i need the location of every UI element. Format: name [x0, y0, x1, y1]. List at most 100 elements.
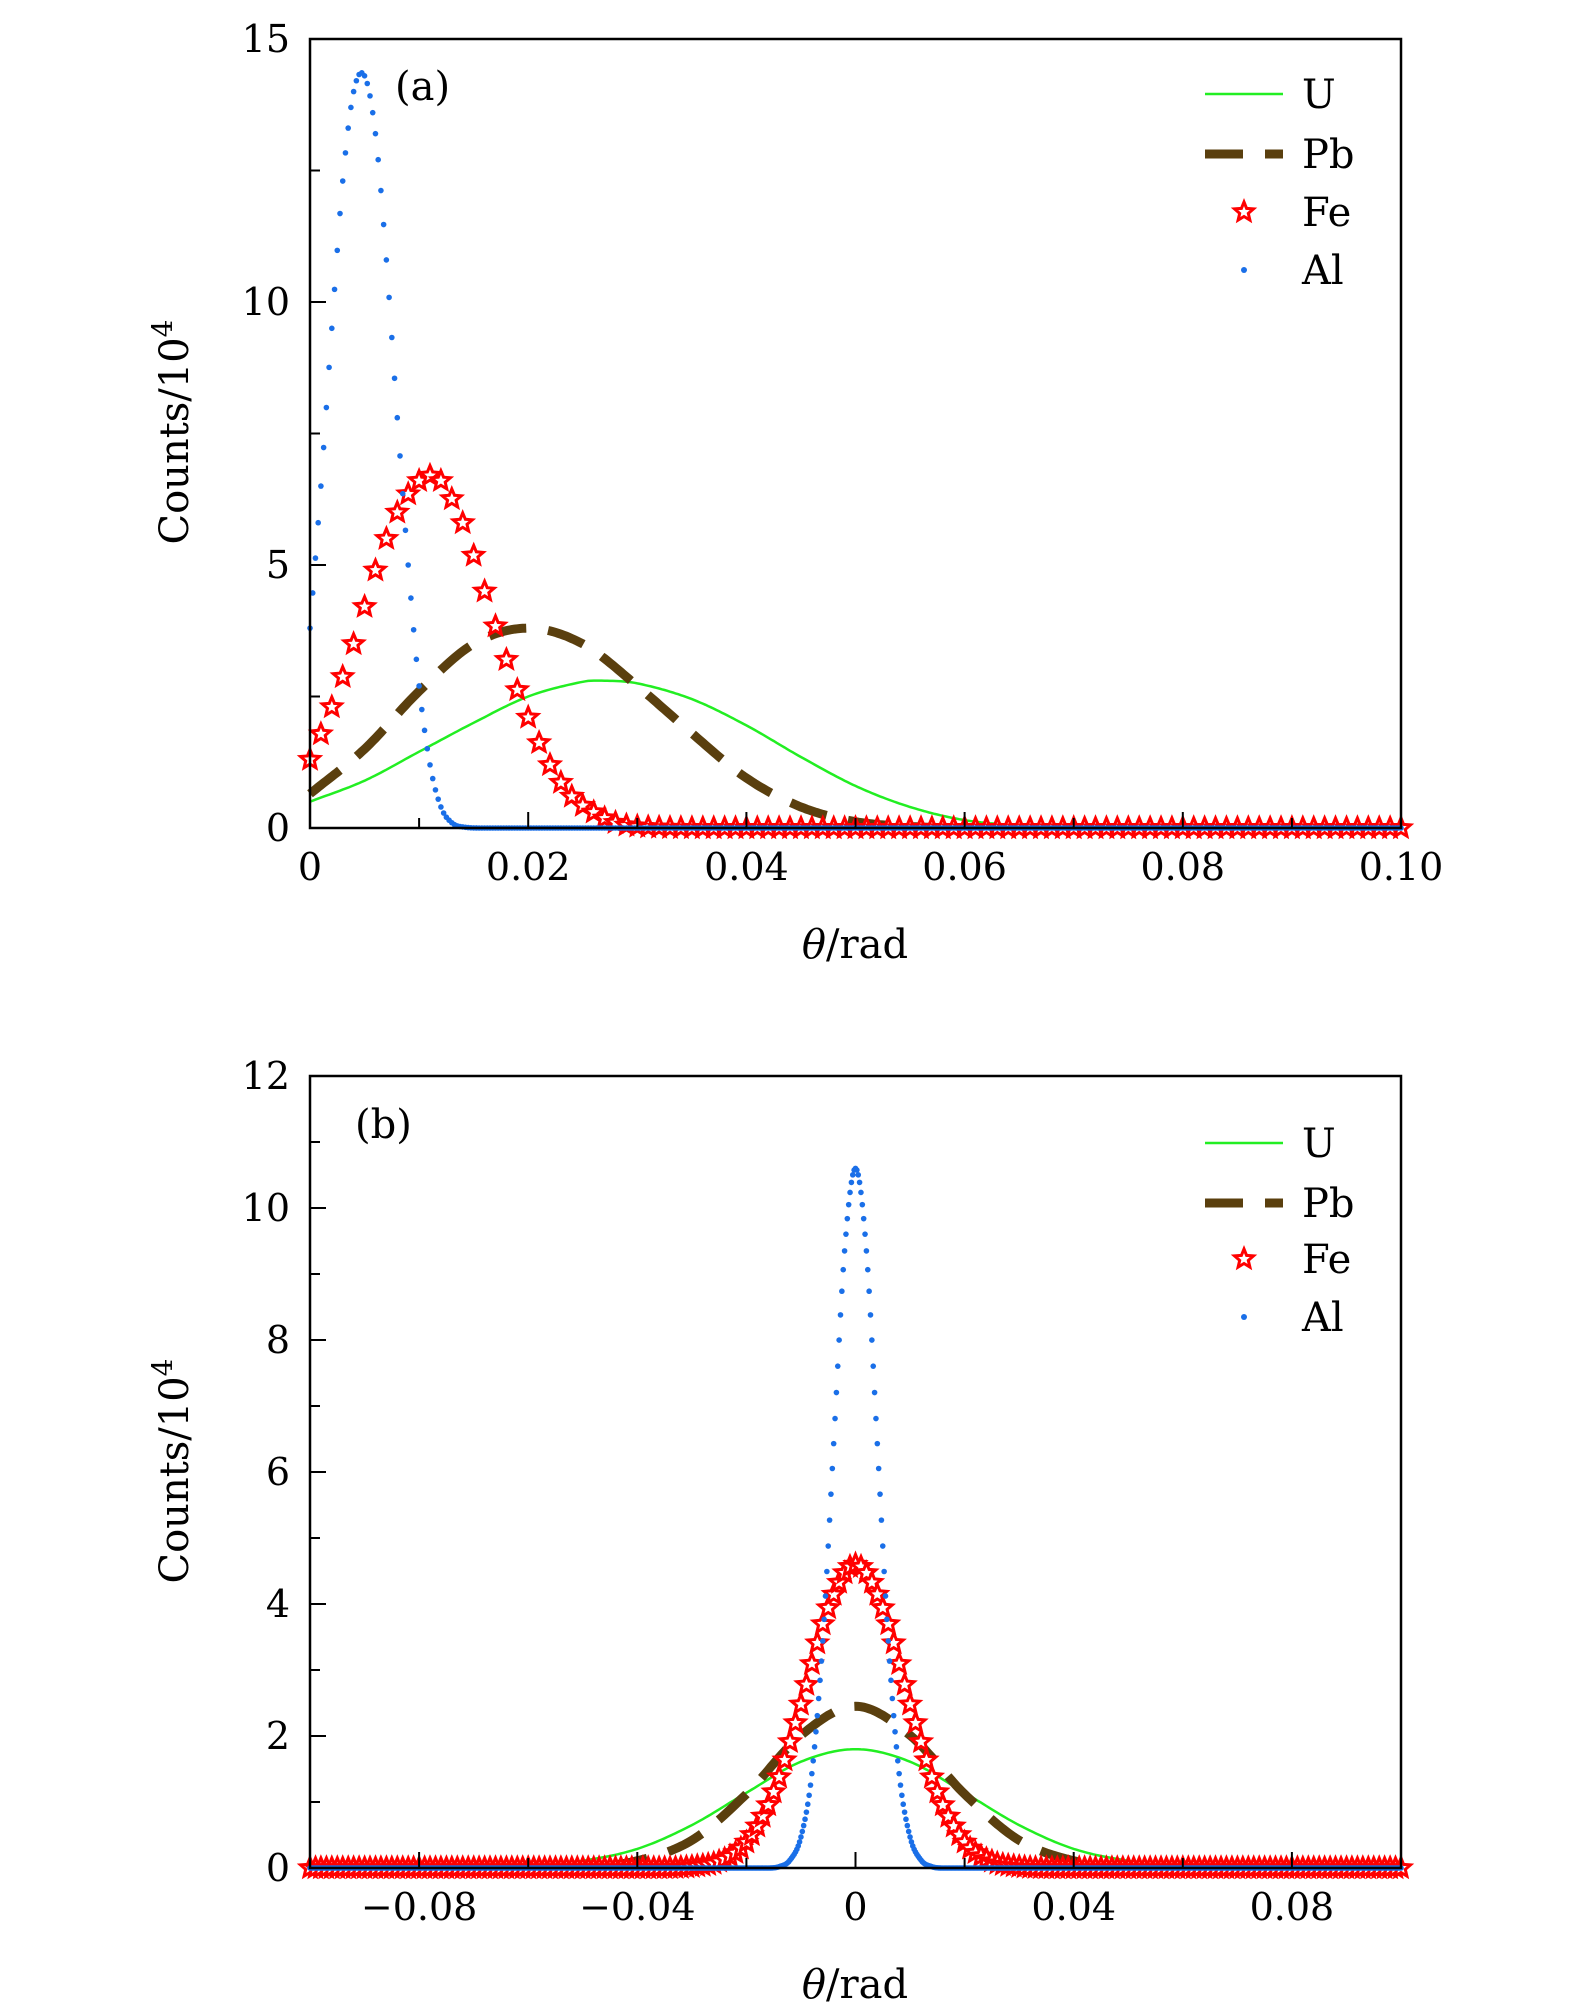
al-marker [405, 562, 411, 568]
al-marker [799, 1828, 806, 1835]
al-marker [440, 810, 447, 816]
fe-marker [427, 466, 455, 493]
legend-dot-icon [1241, 267, 1247, 273]
legend-item-fe: Fe [1230, 1237, 1351, 1283]
fe-marker [318, 693, 346, 719]
al-marker [896, 1770, 902, 1777]
al-marker [833, 1389, 840, 1396]
fe-marker [493, 645, 520, 671]
y-tick-label: 4 [266, 1582, 290, 1626]
al-marker [834, 1363, 841, 1369]
legend-label: Pb [1302, 1181, 1355, 1227]
al-marker [890, 1712, 897, 1719]
al-marker [879, 1543, 886, 1549]
y-tick-label: 0 [266, 806, 290, 850]
legend-item-al: Al [1241, 248, 1344, 294]
al-marker [798, 1834, 804, 1840]
al-marker [844, 1215, 851, 1222]
panel-label: (b) [355, 1102, 412, 1148]
y-tick-label: 6 [266, 1450, 290, 1494]
series-pb [307, 623, 1401, 833]
y-axis-label: Counts/104 [146, 1358, 198, 1583]
al-marker [854, 1167, 860, 1173]
al-marker [863, 1248, 870, 1254]
legend-label: Fe [1302, 1237, 1351, 1283]
series-al [307, 1165, 1404, 1871]
al-marker [375, 156, 381, 163]
al-marker [829, 1465, 836, 1472]
series-line-pb [310, 1701, 1401, 1873]
al-marker [323, 404, 330, 411]
al-marker [901, 1809, 908, 1815]
x-tick-label: 0.02 [486, 845, 571, 889]
al-marker [350, 88, 357, 95]
x-tick-label: −0.04 [579, 1885, 695, 1929]
al-marker [329, 325, 335, 332]
al-marker [836, 1337, 842, 1343]
al-marker [821, 1616, 827, 1623]
panel-label: (a) [395, 64, 450, 110]
al-marker [862, 1231, 868, 1237]
al-marker [885, 1638, 892, 1644]
al-marker [389, 334, 395, 341]
al-marker [840, 1266, 847, 1273]
fe-marker [793, 1670, 820, 1696]
al-marker [907, 1834, 913, 1840]
al-marker [837, 1312, 844, 1318]
x-tick-label: 0.10 [1359, 845, 1444, 889]
al-marker [361, 73, 368, 79]
x-tick-label: 0.06 [922, 845, 1007, 889]
al-marker [339, 178, 346, 184]
al-marker [860, 1215, 867, 1222]
y-tick-label: 0 [266, 1846, 290, 1890]
al-marker [394, 414, 401, 421]
fe-marker [525, 729, 553, 754]
al-marker [894, 1757, 901, 1764]
fe-marker [460, 541, 487, 567]
al-marker [899, 1792, 905, 1799]
al-marker [841, 1248, 848, 1254]
fe-marker [760, 1778, 787, 1804]
fe-marker [771, 1746, 798, 1772]
al-marker [408, 595, 414, 601]
fe-marker [591, 804, 618, 830]
fe-marker [798, 1650, 826, 1676]
fe-marker [362, 556, 389, 582]
legend-star-icon [1230, 1245, 1258, 1271]
fe-marker [858, 1568, 886, 1594]
legend-item-pb: Pb [1205, 132, 1355, 178]
al-marker [832, 1415, 838, 1422]
series-pb [310, 1701, 1401, 1873]
y-tick-label: 12 [242, 1054, 290, 1098]
al-marker [888, 1677, 894, 1684]
fe-marker [580, 798, 607, 824]
x-tick-label: 0.04 [704, 845, 789, 889]
fe-marker [329, 662, 356, 689]
x-axis-label: θ/rad [802, 922, 908, 968]
al-marker [807, 1782, 814, 1788]
al-marker [874, 1440, 881, 1447]
fe-marker [536, 751, 564, 777]
al-marker [858, 1189, 864, 1196]
al-marker [884, 1616, 890, 1623]
fe-marker [547, 768, 575, 794]
al-marker [811, 1744, 818, 1750]
y-tick-label: 10 [242, 280, 290, 324]
fe-marker [782, 1709, 809, 1735]
fe-marker [820, 1580, 847, 1606]
al-marker [427, 762, 433, 768]
al-marker [893, 1744, 900, 1750]
fe-marker [749, 1802, 777, 1828]
al-marker [802, 1816, 808, 1823]
al-marker [869, 1337, 875, 1343]
al-marker [818, 1658, 825, 1664]
al-marker [318, 483, 324, 489]
series-line-pb [307, 623, 1401, 833]
al-marker [419, 706, 425, 713]
fe-marker [558, 782, 586, 808]
legend-label: Al [1301, 248, 1344, 294]
y-tick-label: 5 [266, 543, 290, 587]
al-marker [855, 1172, 862, 1178]
al-marker [372, 130, 379, 137]
series-al [307, 70, 1404, 831]
